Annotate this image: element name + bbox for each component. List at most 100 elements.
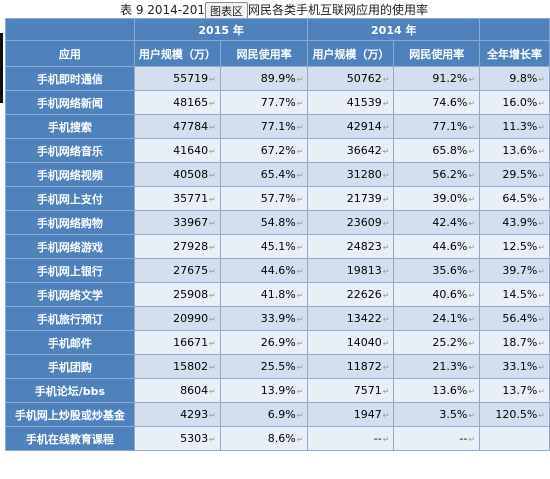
header-blank-right bbox=[479, 18, 550, 41]
cell-app-text: 手机网络新闻 bbox=[36, 96, 103, 110]
cell-users-2015: 16671↵ bbox=[133, 330, 221, 355]
cell-users-2015: 55719↵ bbox=[133, 66, 221, 91]
cell-users-2014: 31280↵ bbox=[307, 162, 395, 187]
cell-app-text: 手机网络视频 bbox=[36, 168, 103, 182]
cell-rate-2015-text: 77.7% bbox=[260, 96, 296, 109]
table-row: 手机在线教育课程 5303↵ 8.6%↵ --↵ --↵ bbox=[5, 426, 550, 451]
cell-app-text: 手机网上炒股或炒基金 bbox=[14, 408, 125, 422]
cell-growth-text: 120.5% bbox=[495, 408, 538, 421]
cell-users-2014: 50762↵ bbox=[307, 66, 395, 91]
table-row: 手机搜索 47784↵ 77.1%↵ 42914↵ 77.1%↵ 11.3%↵ bbox=[5, 114, 550, 139]
header-row-columns: 应用 用户规模（万） 网民使用率 用户规模（万） 网民使用率 全年增长率 bbox=[5, 40, 550, 67]
cell-app-text: 手机在线教育课程 bbox=[25, 432, 114, 446]
cell-rate-2015: 25.5%↵ bbox=[219, 354, 309, 379]
paragraph-mark-icon: ↵ bbox=[382, 147, 390, 156]
paragraph-mark-icon: ↵ bbox=[382, 75, 390, 84]
cell-app: 手机搜索 bbox=[5, 114, 135, 139]
cell-rate-2014-text: 3.5% bbox=[439, 408, 468, 421]
paragraph-mark-icon: ↵ bbox=[468, 339, 476, 348]
paragraph-mark-icon: ↵ bbox=[382, 195, 390, 204]
cell-app: 手机网络新闻 bbox=[5, 90, 135, 115]
cell-users-2014-text: 50762 bbox=[346, 72, 382, 85]
cell-growth-text: 56.4% bbox=[502, 312, 538, 325]
paragraph-mark-icon: ↵ bbox=[209, 219, 216, 228]
cell-rate-2014: 21.3%↵ bbox=[393, 354, 481, 379]
cell-users-2015: 48165↵ bbox=[133, 90, 221, 115]
paragraph-mark-icon: ↵ bbox=[296, 219, 304, 228]
cell-growth: 120.5%↵ bbox=[479, 402, 550, 427]
paragraph-mark-icon: ↵ bbox=[538, 99, 545, 108]
paragraph-mark-icon: ↵ bbox=[382, 291, 390, 300]
cell-rate-2015-text: 8.6% bbox=[267, 432, 296, 445]
cell-growth-text: 18.7% bbox=[502, 336, 538, 349]
cell-rate-2015-text: 54.8% bbox=[260, 216, 296, 229]
cell-growth-text: 13.7% bbox=[502, 384, 538, 397]
paragraph-mark-icon: ↵ bbox=[382, 219, 390, 228]
paragraph-mark-icon: ↵ bbox=[538, 315, 545, 324]
table-row: 手机网络音乐 41640↵ 67.2%↵ 36642↵ 65.8%↵ 13.6%↵ bbox=[5, 138, 550, 163]
cell-users-2014-text: 31280 bbox=[346, 168, 382, 181]
cell-rate-2015-text: 25.5% bbox=[260, 360, 296, 373]
cell-growth-text: 16.0% bbox=[502, 96, 538, 109]
cell-app-text: 手机论坛/bbs bbox=[34, 384, 106, 398]
paragraph-mark-icon: ↵ bbox=[468, 147, 476, 156]
paragraph-mark-icon: ↵ bbox=[382, 387, 390, 396]
paragraph-mark-icon: ↵ bbox=[209, 99, 216, 108]
paragraph-mark-icon: ↵ bbox=[382, 171, 390, 180]
paragraph-mark-icon: ↵ bbox=[538, 411, 545, 420]
cell-app-text: 手机即时通信 bbox=[36, 72, 103, 86]
paragraph-mark-icon: ↵ bbox=[538, 195, 545, 204]
cell-rate-2014-text: 35.6% bbox=[432, 264, 468, 277]
cell-users-2015-text: 33967 bbox=[173, 216, 209, 229]
cell-users-2014: 36642↵ bbox=[307, 138, 395, 163]
cell-users-2014: 1947↵ bbox=[307, 402, 395, 427]
cell-rate-2014-text: -- bbox=[459, 432, 468, 445]
cell-users-2015-text: 35771 bbox=[173, 192, 209, 205]
paragraph-mark-icon: ↵ bbox=[538, 171, 545, 180]
cell-rate-2014: 3.5%↵ bbox=[393, 402, 481, 427]
cell-users-2015-text: 15802 bbox=[173, 360, 209, 373]
cell-rate-2014: 35.6%↵ bbox=[393, 258, 481, 283]
paragraph-mark-icon: ↵ bbox=[382, 411, 390, 420]
cell-app: 手机邮件 bbox=[5, 330, 135, 355]
table-row: 手机网络文学 25908↵ 41.8%↵ 22626↵ 40.6%↵ 14.5%↵ bbox=[5, 282, 550, 307]
cell-growth-text: 43.9% bbox=[502, 216, 538, 229]
cell-app: 手机网络音乐 bbox=[5, 138, 135, 163]
cell-users-2014: 13422↵ bbox=[307, 306, 395, 331]
cell-users-2015: 35771↵ bbox=[133, 186, 221, 211]
cell-growth-text: 13.6% bbox=[502, 144, 538, 157]
cell-rate-2015: 33.9%↵ bbox=[219, 306, 309, 331]
table-row: 手机旅行预订 20990↵ 33.9%↵ 13422↵ 24.1%↵ 56.4%↵ bbox=[5, 306, 550, 331]
paragraph-mark-icon: ↵ bbox=[538, 339, 545, 348]
cell-users-2014: 7571↵ bbox=[307, 378, 395, 403]
cell-users-2015: 47784↵ bbox=[133, 114, 221, 139]
cell-app-text: 手机网络文学 bbox=[36, 288, 103, 302]
paragraph-mark-icon: ↵ bbox=[468, 363, 476, 372]
paragraph-mark-icon: ↵ bbox=[209, 435, 216, 444]
cell-growth: 64.5%↵ bbox=[479, 186, 550, 211]
cell-growth: 39.7%↵ bbox=[479, 258, 550, 283]
cell-users-2014: 41539↵ bbox=[307, 90, 395, 115]
paragraph-mark-icon: ↵ bbox=[209, 291, 216, 300]
cell-app: 手机网络购物 bbox=[5, 210, 135, 235]
cell-rate-2015: 41.8%↵ bbox=[219, 282, 309, 307]
caption-label: 表 9 2014-2015 bbox=[120, 3, 213, 17]
cell-users-2014: --↵ bbox=[307, 426, 395, 451]
cell-rate-2014: 77.1%↵ bbox=[393, 114, 481, 139]
paragraph-mark-icon: ↵ bbox=[296, 291, 304, 300]
cell-users-2015-text: 27675 bbox=[173, 264, 209, 277]
paragraph-mark-icon: ↵ bbox=[538, 243, 545, 252]
cell-app: 手机旅行预订 bbox=[5, 306, 135, 331]
paragraph-mark-icon: ↵ bbox=[468, 411, 476, 420]
paragraph-mark-icon: ↵ bbox=[538, 75, 545, 84]
paragraph-mark-icon: ↵ bbox=[209, 339, 216, 348]
cell-users-2014-text: 24823 bbox=[346, 240, 382, 253]
paragraph-mark-icon: ↵ bbox=[296, 171, 304, 180]
cell-app-text: 手机网络音乐 bbox=[36, 144, 103, 158]
paragraph-mark-icon: ↵ bbox=[468, 387, 476, 396]
cell-rate-2014: 39.0%↵ bbox=[393, 186, 481, 211]
cell-growth-text: 33.1% bbox=[502, 360, 538, 373]
cell-users-2014-text: 7571 bbox=[353, 384, 382, 397]
cell-users-2015-text: 20990 bbox=[173, 312, 209, 325]
cell-rate-2015-text: 41.8% bbox=[260, 288, 296, 301]
